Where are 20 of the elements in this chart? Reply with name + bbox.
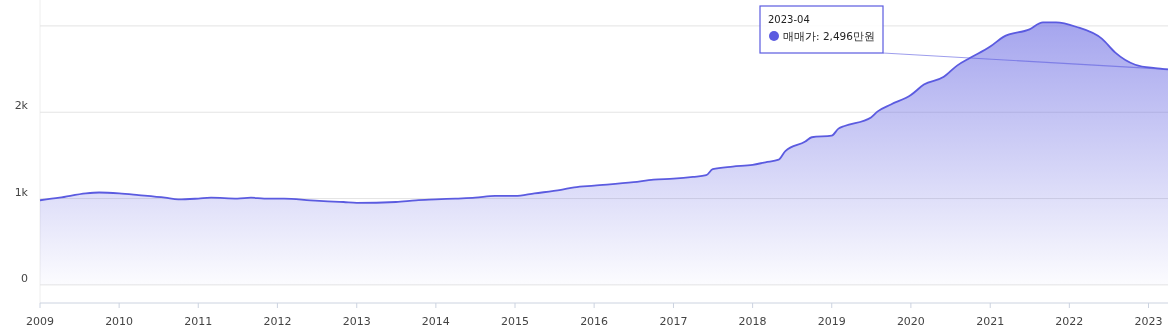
x-tick-label: 2019: [817, 315, 846, 328]
x-tick-label: 2012: [263, 315, 292, 328]
x-tick-label: 2011: [184, 315, 213, 328]
y-tick-label: 0: [21, 271, 28, 285]
annotation: 2023-04: [768, 14, 810, 25]
annotation: 매매가: 2,496만원: [783, 30, 875, 42]
x-tick-label: 2016: [580, 315, 609, 328]
x-tick-label: 2015: [501, 315, 529, 328]
x-tick-label: 2013: [342, 315, 371, 328]
x-tick-label: 2020: [896, 315, 925, 328]
x-tick-label: 2017: [659, 315, 688, 328]
y-tick-label: 1k: [14, 185, 29, 199]
x-tick-label: 2010: [105, 315, 134, 328]
x-tick-label: 2023: [1134, 315, 1163, 328]
y-tick-label: 2k: [14, 99, 29, 113]
x-tick-label: 2009: [26, 315, 54, 328]
x-tick-label: 2018: [738, 315, 767, 328]
x-tick-label: 2021: [976, 315, 1005, 328]
x-tick-label: 2022: [1055, 315, 1084, 328]
x-tick-label: 2014: [421, 315, 450, 328]
